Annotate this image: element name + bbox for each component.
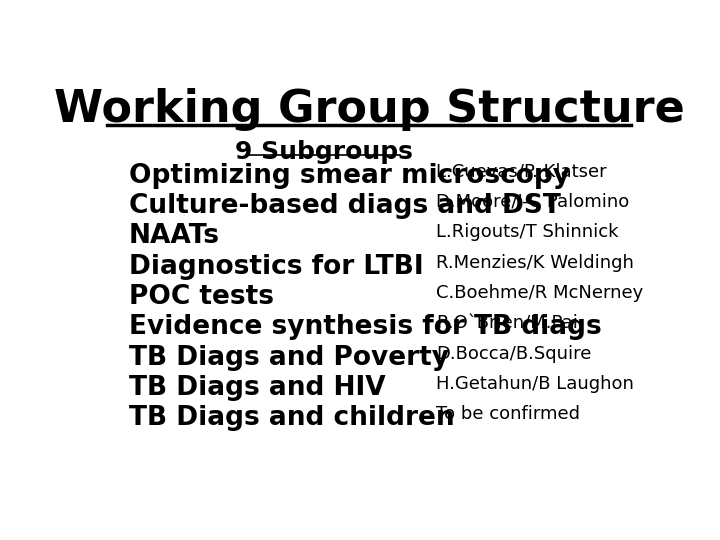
Text: L.Cuevas/P. Klatser: L.Cuevas/P. Klatser (436, 163, 606, 180)
Text: TB Diags and HIV: TB Diags and HIV (129, 375, 386, 401)
Text: R.O`Brien/M.Pai: R.O`Brien/M.Pai (436, 314, 578, 332)
Text: Optimizing smear microscopy: Optimizing smear microscopy (129, 163, 570, 188)
Text: NAATs: NAATs (129, 223, 220, 249)
Text: Culture-based diags and DST: Culture-based diags and DST (129, 193, 561, 219)
Text: H.Getahun/B Laughon: H.Getahun/B Laughon (436, 375, 634, 393)
Text: Diagnostics for LTBI: Diagnostics for LTBI (129, 254, 423, 280)
Text: Evidence synthesis for TB diags: Evidence synthesis for TB diags (129, 314, 602, 340)
Text: TB Diags and Poverty: TB Diags and Poverty (129, 345, 449, 370)
Text: C.Boehme/R McNerney: C.Boehme/R McNerney (436, 284, 643, 302)
Text: Working Group Structure: Working Group Structure (53, 87, 685, 131)
Text: L.Rigouts/T Shinnick: L.Rigouts/T Shinnick (436, 223, 618, 241)
Text: D.Moore/J-C Palomino: D.Moore/J-C Palomino (436, 193, 629, 211)
Text: 9 Subgroups: 9 Subgroups (235, 140, 413, 164)
Text: R.Menzies/K Weldingh: R.Menzies/K Weldingh (436, 254, 634, 272)
Text: D.Bocca/B.Squire: D.Bocca/B.Squire (436, 345, 591, 363)
Text: TB Diags and children: TB Diags and children (129, 406, 455, 431)
Text: POC tests: POC tests (129, 284, 274, 310)
Text: To be confirmed: To be confirmed (436, 406, 580, 423)
